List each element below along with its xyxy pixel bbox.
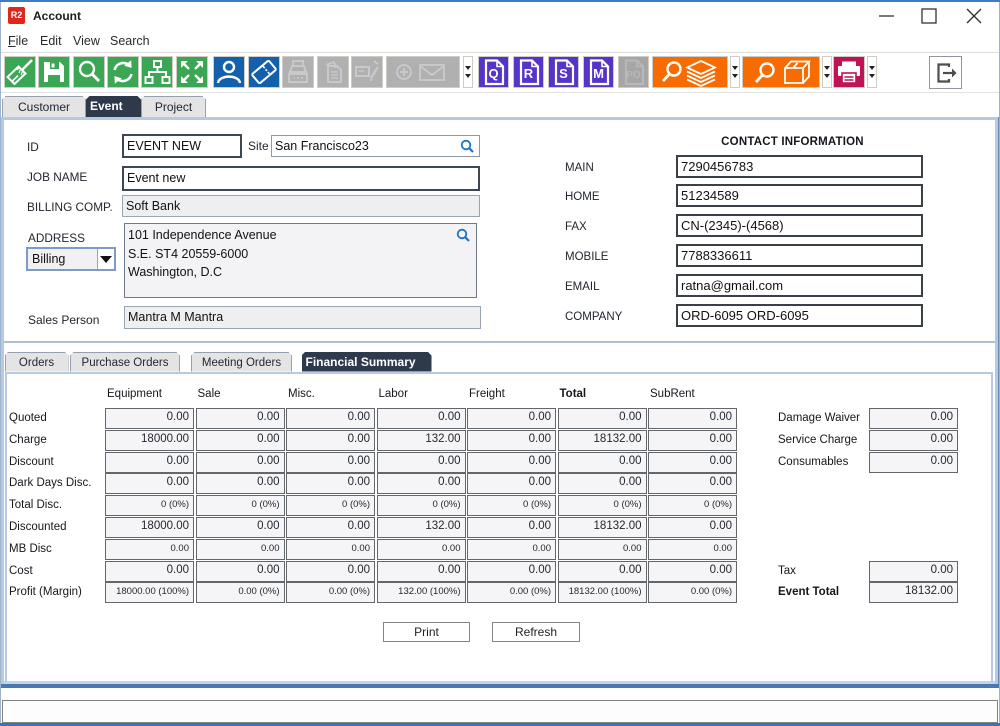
- svg-text:S: S: [559, 66, 568, 81]
- svg-text:PO: PO: [626, 70, 641, 81]
- svg-text:Q: Q: [488, 66, 498, 81]
- svg-text:R: R: [524, 66, 534, 81]
- svg-text:M: M: [593, 66, 604, 81]
